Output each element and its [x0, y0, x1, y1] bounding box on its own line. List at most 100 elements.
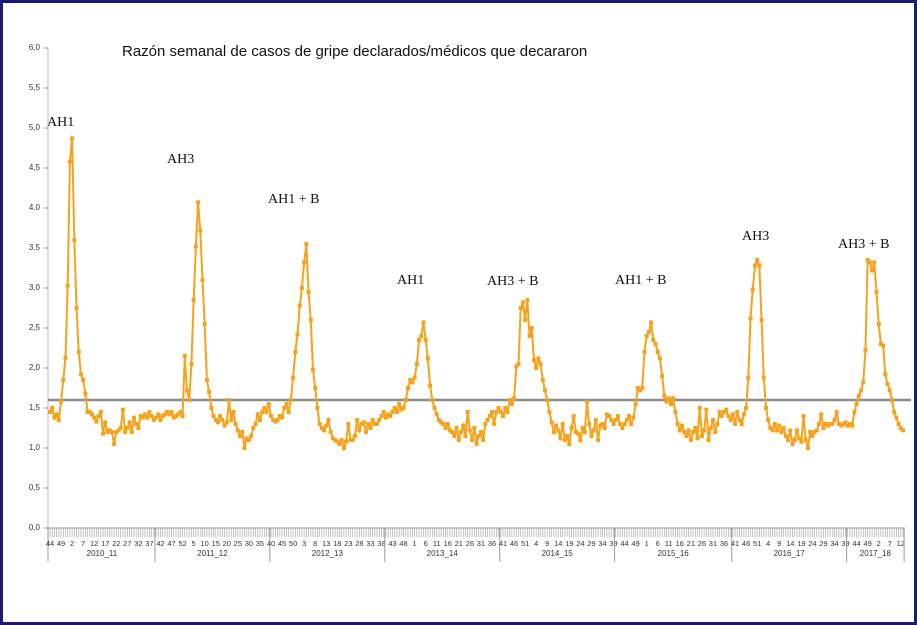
- data-point: [843, 420, 848, 425]
- data-point: [447, 428, 452, 433]
- data-point: [299, 286, 304, 290]
- data-point: [693, 426, 698, 430]
- data-point: [631, 415, 636, 420]
- data-point: [569, 426, 574, 430]
- data-point: [649, 320, 654, 325]
- data-point: [783, 434, 788, 438]
- data-point: [222, 423, 227, 428]
- data-point: [549, 420, 554, 425]
- x-tick-label: 25: [234, 539, 242, 548]
- annotation: AH3: [742, 229, 769, 244]
- data-point: [109, 430, 114, 434]
- data-point: [536, 356, 541, 361]
- x-tick-label: 6: [656, 539, 660, 548]
- data-point: [226, 398, 231, 402]
- data-point: [865, 258, 870, 262]
- y-tick-label: 3.5: [29, 243, 41, 252]
- y-tick-label: 1,5: [29, 403, 41, 412]
- data-point: [814, 428, 819, 433]
- data-point: [830, 422, 835, 426]
- data-point: [282, 406, 287, 410]
- x-tick-label: 41: [731, 539, 739, 548]
- data-point: [273, 419, 278, 424]
- data-point: [467, 428, 472, 433]
- data-point: [547, 410, 552, 414]
- data-point: [78, 372, 83, 377]
- data-point: [655, 350, 660, 354]
- data-point: [196, 200, 201, 205]
- data-point: [330, 436, 335, 441]
- data-point: [786, 438, 791, 442]
- x-tick-label: 4: [534, 539, 538, 548]
- data-point: [277, 414, 282, 418]
- data-point: [308, 318, 313, 322]
- data-point: [797, 436, 802, 441]
- data-point: [629, 422, 634, 426]
- data-point: [481, 438, 486, 442]
- data-point: [664, 399, 669, 404]
- data-point: [50, 406, 55, 410]
- data-point: [52, 415, 57, 420]
- data-point: [845, 423, 850, 428]
- data-point: [200, 278, 205, 282]
- x-tick-label: 31: [477, 539, 485, 548]
- data-point: [154, 415, 159, 420]
- data-point: [788, 428, 793, 433]
- data-point: [370, 418, 375, 422]
- data-point: [430, 398, 435, 402]
- data-point: [98, 410, 103, 414]
- data-point: [204, 378, 209, 382]
- data-point: [870, 268, 875, 273]
- annotation: AH1: [397, 273, 424, 288]
- season-label: 2014_15: [542, 549, 574, 558]
- x-tick-label: 4: [766, 539, 770, 548]
- data-point: [821, 426, 826, 430]
- x-tick-label: 38: [377, 539, 385, 548]
- y-tick-label: 0,0: [29, 523, 41, 532]
- data-point: [54, 412, 59, 417]
- x-tick-label: 1: [645, 539, 649, 548]
- data-point: [361, 420, 366, 425]
- data-point: [242, 446, 247, 450]
- data-point: [472, 426, 477, 430]
- annotation: AH1: [47, 115, 74, 130]
- data-point: [653, 342, 658, 346]
- data-point: [673, 410, 678, 414]
- data-point: [456, 438, 461, 442]
- data-point: [291, 375, 296, 380]
- y-tick-label: 1,0: [29, 443, 41, 452]
- data-point: [474, 442, 479, 446]
- data-point: [735, 410, 740, 414]
- data-point: [691, 430, 696, 434]
- data-point: [717, 410, 722, 414]
- data-point: [264, 410, 269, 414]
- data-point: [187, 398, 192, 402]
- data-point: [615, 414, 620, 418]
- x-tick-label: 6: [424, 539, 428, 548]
- x-tick-label: 14: [786, 539, 794, 548]
- data-point: [662, 394, 667, 398]
- data-point: [359, 422, 364, 426]
- data-point: [596, 438, 601, 442]
- x-tick-label: 29: [587, 539, 595, 548]
- data-point: [598, 423, 603, 428]
- data-point: [708, 426, 713, 430]
- data-point: [140, 415, 145, 420]
- data-point: [836, 422, 841, 426]
- x-tick-label: 2: [877, 539, 881, 548]
- data-point: [445, 422, 450, 426]
- y-tick-label: 2,0: [29, 363, 41, 372]
- data-point: [304, 242, 309, 246]
- data-point: [394, 410, 399, 414]
- data-point: [660, 374, 665, 378]
- data-point: [876, 322, 881, 326]
- data-point: [339, 438, 344, 442]
- annotation: AH1 + B: [268, 192, 319, 207]
- data-point: [87, 410, 92, 414]
- data-point: [558, 436, 563, 441]
- data-point: [492, 422, 497, 426]
- data-point: [443, 426, 448, 430]
- data-point: [463, 434, 468, 438]
- season-label: 2013_14: [427, 549, 459, 558]
